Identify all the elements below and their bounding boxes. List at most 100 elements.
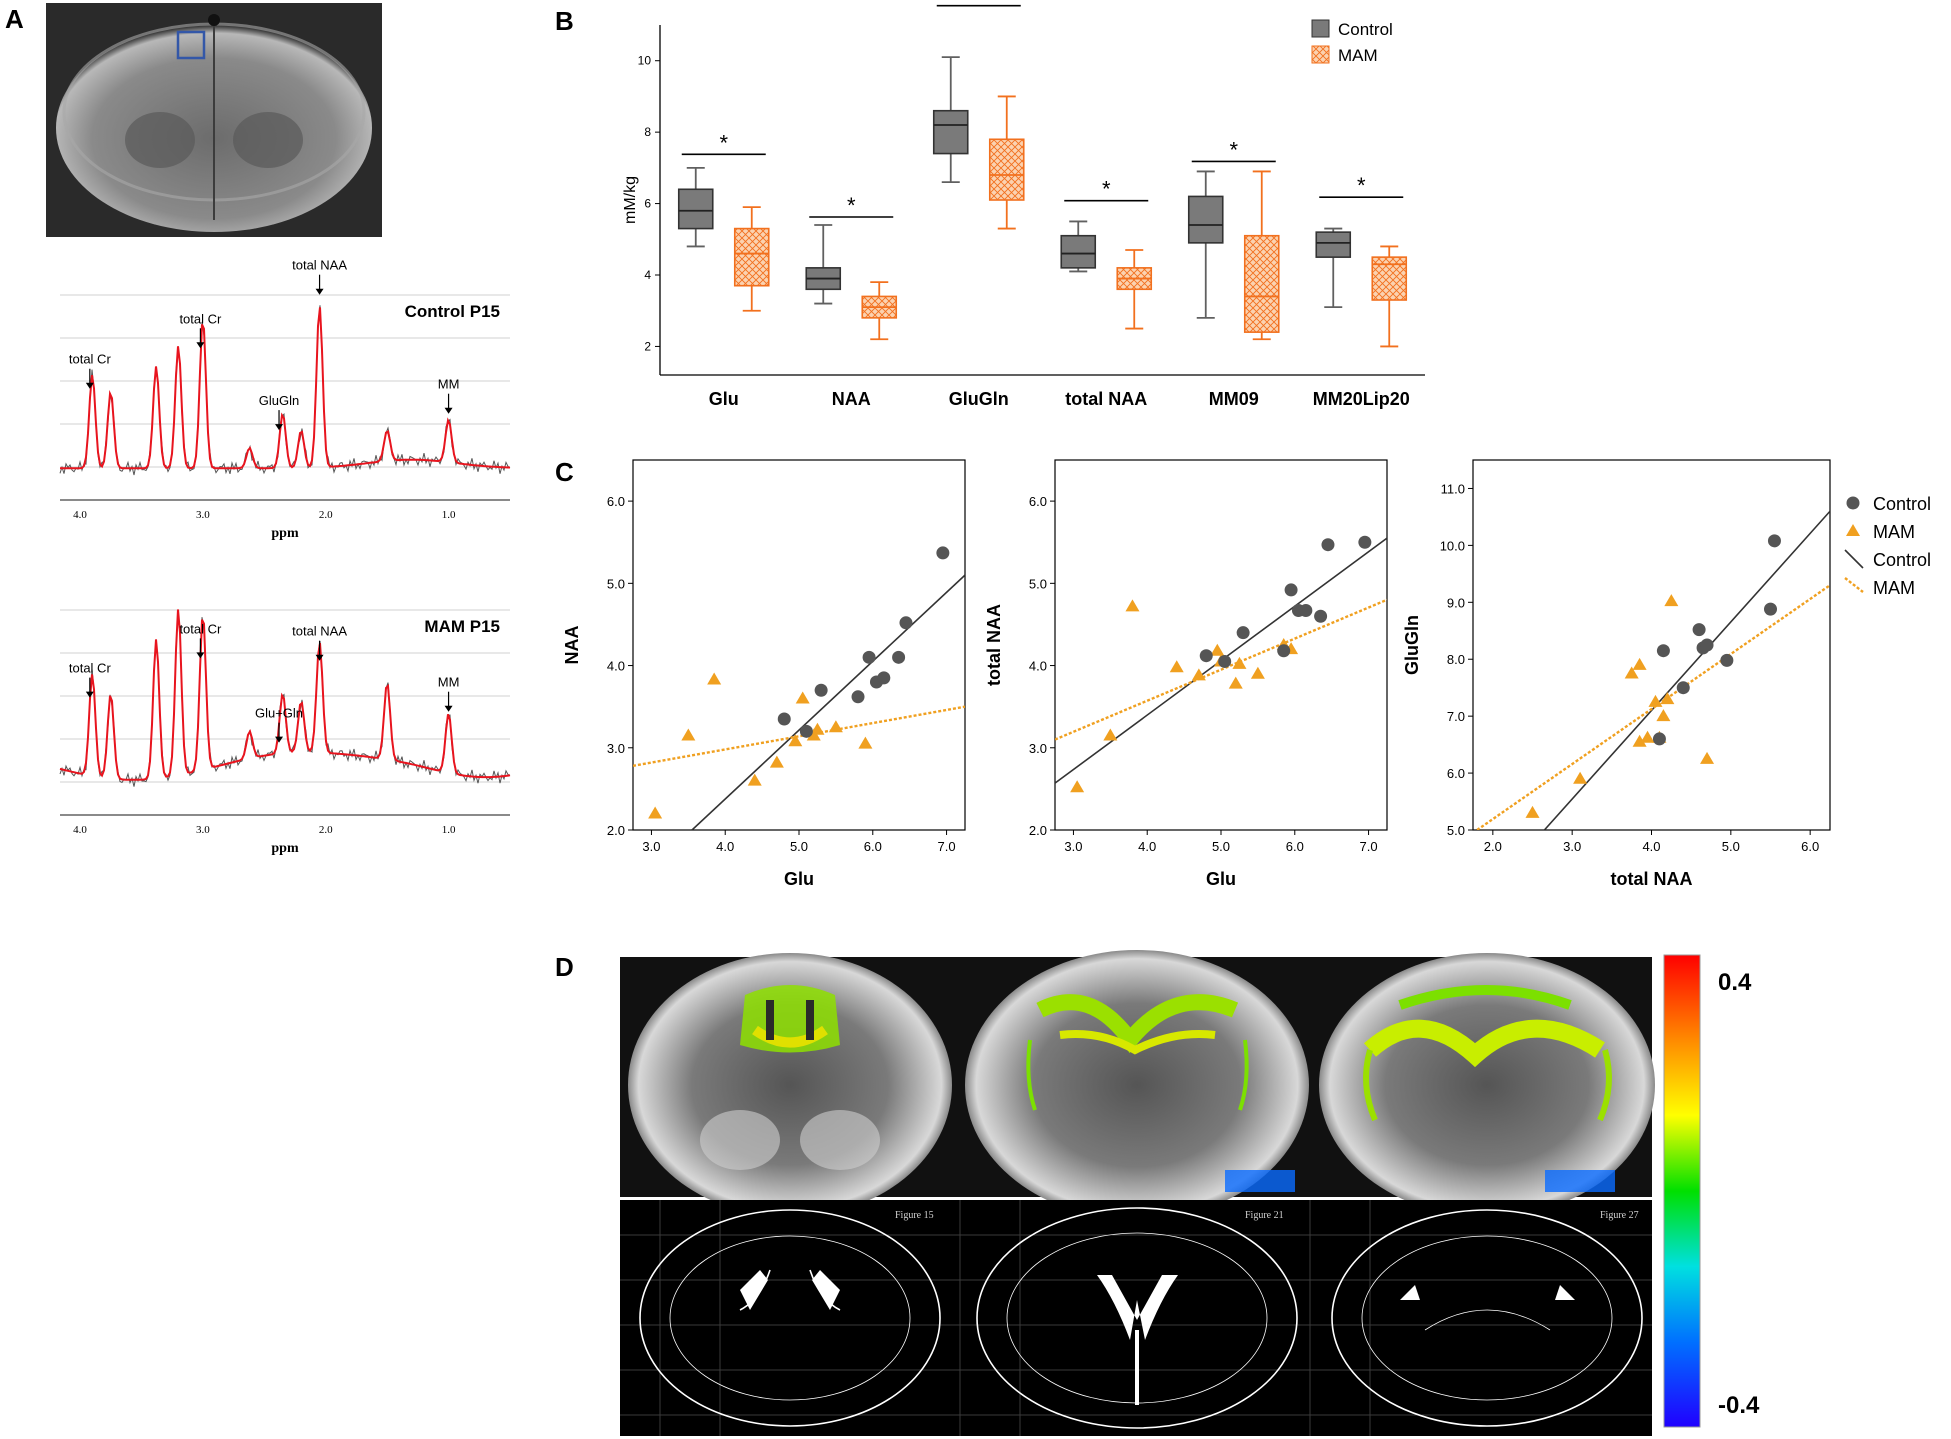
scatter-xtick-label: 6.0	[1286, 839, 1304, 854]
point-control	[851, 690, 865, 704]
point-mam	[681, 728, 696, 741]
spectrum-1: Control P15 4.0 3.0 2.0 1.0 ppm total Cr total …	[59, 258, 511, 541]
box-control	[677, 188, 714, 230]
point-control	[1314, 609, 1328, 623]
point-control	[1218, 654, 1232, 668]
point-mam	[828, 720, 843, 733]
point-mam	[1632, 734, 1647, 747]
panel-letter-a: A	[5, 4, 24, 34]
boxplot-ytick-label: 2	[644, 339, 651, 353]
peak-arrowhead	[85, 382, 94, 389]
spectrum-fit-trace	[60, 307, 510, 470]
spectrum-title: MAM P15	[424, 617, 500, 636]
point-control	[814, 683, 828, 697]
point-mam	[810, 722, 825, 735]
scatter-ytick-label: 6.0	[1029, 494, 1047, 509]
legend-mam-label: MAM	[1338, 46, 1378, 65]
point-control	[1277, 644, 1291, 658]
point-mam	[1228, 676, 1243, 689]
spectrum-tick-label: 3.0	[196, 509, 210, 521]
significance-star: *	[974, 0, 983, 7]
scatter-frame	[1054, 459, 1388, 831]
box-control	[1187, 195, 1224, 244]
peak-arrowhead	[315, 288, 324, 295]
scatter-plot-1: 3.0 4.0 5.0 6.0 7.0 2.0 3.0 4.0 5.0 6.0 Glu NAA	[562, 459, 966, 889]
point-control	[1692, 623, 1706, 637]
panel-letter-c: C	[555, 457, 574, 487]
significance-star: *	[1229, 137, 1238, 162]
point-control	[1700, 638, 1714, 652]
scatter-xtick-label: 3.0	[1563, 839, 1581, 854]
point-mam	[1656, 709, 1671, 722]
point-control	[799, 724, 813, 738]
point-mam	[1700, 751, 1715, 764]
point-control	[1656, 644, 1670, 658]
panel-c-scatterplots: 3.0 4.0 5.0 6.0 7.0 2.0 3.0 4.0 5.0 6.0 Glu NAA 3.0 4…	[562, 459, 1931, 889]
scatter-xtick-label: 5.0	[1722, 839, 1740, 854]
point-control	[1764, 602, 1777, 616]
boxplot-ylabel: mM/kg	[622, 176, 639, 224]
spectrum-tick-label: 2.0	[319, 824, 333, 836]
boxplot-ytick-label: 10	[638, 54, 652, 68]
atlas-label-2: Figure 21	[1245, 1210, 1284, 1221]
fit-line-mam	[1055, 598, 1387, 741]
panel-letter-d: D	[555, 952, 574, 982]
point-control	[1767, 534, 1781, 548]
significance-star: *	[1357, 173, 1366, 198]
peak-label: total Cr	[69, 352, 112, 367]
peak-label: total Cr	[69, 661, 112, 676]
point-mam	[1648, 694, 1663, 707]
boxplot-category-label: MM09	[1209, 389, 1259, 409]
point-mam	[1624, 666, 1639, 679]
peak-arrowhead	[85, 691, 94, 698]
point-mam	[1660, 692, 1675, 705]
point-control	[1236, 626, 1250, 640]
point-control	[1358, 535, 1372, 549]
point-mam	[1169, 660, 1184, 673]
boxplot-category-label: MM20Lip20	[1313, 389, 1410, 409]
peak-arrowhead	[275, 424, 284, 431]
peak-label: total NAA	[292, 624, 347, 639]
legend-control-line	[1844, 549, 1864, 569]
atlas-label-1: Figure 15	[895, 1210, 934, 1221]
legend-control-marker	[1846, 496, 1860, 510]
spectrum-xlabel: ppm	[271, 526, 299, 541]
peak-arrowhead	[444, 407, 453, 414]
box-mam	[733, 227, 770, 287]
scatter-xlabel: total NAA	[1611, 869, 1693, 889]
spectrum-tick-label: 1.0	[442, 509, 456, 521]
point-mam	[1125, 599, 1140, 612]
voxel-box	[176, 30, 206, 60]
scatter-xtick-label: 7.0	[1360, 839, 1378, 854]
point-mam	[707, 672, 722, 685]
box-mam	[1243, 234, 1280, 333]
point-control	[1676, 681, 1690, 695]
boxplot-category-label: GluGln	[949, 389, 1009, 409]
point-mam	[1103, 728, 1118, 741]
legend-control-swatch	[1311, 19, 1330, 38]
scatter-ytick-label: 5.0	[1447, 823, 1465, 838]
point-mam	[1191, 668, 1206, 681]
point-control	[1299, 603, 1313, 617]
fit-line-control	[691, 574, 965, 830]
point-control	[1652, 732, 1666, 746]
scatter-ytick-label: 8.0	[1447, 652, 1465, 667]
panel-d-brain-maps: Figure 15 Figure 21 Figure 27 0.4 -0.4	[620, 950, 1760, 1436]
point-mam	[1070, 780, 1085, 793]
legend-mam-swatch	[1311, 45, 1330, 64]
scatter-ylabel: NAA	[562, 626, 582, 665]
point-control	[892, 650, 906, 664]
point-control	[1720, 653, 1734, 667]
legend-control-label: Control	[1338, 20, 1393, 39]
scatter-xtick-label: 3.0	[1064, 839, 1082, 854]
brain-slice-1	[628, 953, 952, 1217]
spectrum-fit-trace	[59, 609, 511, 781]
legend-mam-line-label: MAM	[1873, 578, 1915, 598]
scatter-ytick-label: 10.0	[1440, 538, 1465, 553]
panel-letter-b: B	[555, 6, 574, 36]
peak-arrowhead	[315, 654, 324, 661]
point-mam	[1210, 643, 1225, 656]
panel-a-mri	[46, 3, 382, 237]
scatter-ytick-label: 5.0	[1029, 576, 1047, 591]
